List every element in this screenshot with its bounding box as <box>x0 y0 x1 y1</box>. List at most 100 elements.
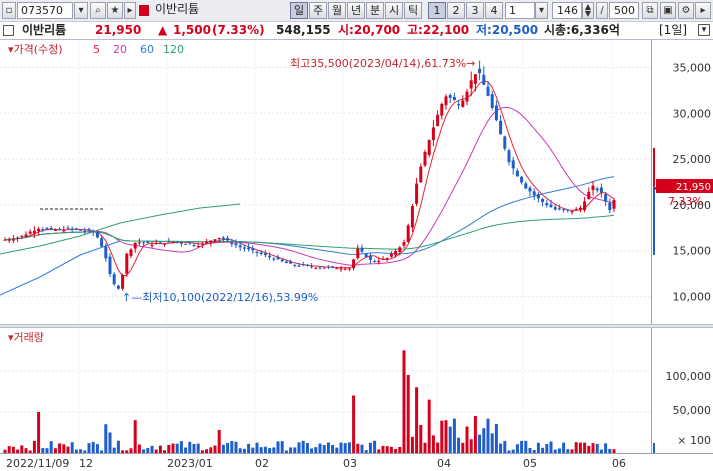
chart-menu-icon[interactable]: ▾ <box>698 24 710 36</box>
search-icon[interactable]: ⌕ <box>90 2 106 19</box>
candle-body <box>389 253 393 257</box>
volume-bar <box>121 450 125 453</box>
volume-bar <box>499 443 503 453</box>
range-input[interactable]: 500 <box>609 2 639 19</box>
candle-body <box>356 248 360 259</box>
volume-bar <box>490 433 494 453</box>
candle-body <box>37 228 41 232</box>
code-dropdown-icon[interactable]: ▾ <box>74 2 88 19</box>
volume-bar <box>116 440 120 453</box>
candle-body <box>452 96 456 101</box>
interval-3-button[interactable]: 3 <box>466 2 484 19</box>
volume-bar <box>137 444 141 453</box>
volume-bar <box>427 399 431 453</box>
period-tick-tab[interactable]: 틱 <box>404 2 422 19</box>
volume-bar <box>415 387 419 453</box>
candle-body <box>79 229 83 231</box>
candle-body <box>473 74 477 84</box>
period-minute-tab[interactable]: 분 <box>366 2 384 19</box>
count-input[interactable]: 146 <box>552 2 582 19</box>
nav-arrow-icon[interactable]: ▸ <box>124 2 136 19</box>
candle-body <box>507 150 511 163</box>
volume-bar <box>473 416 477 453</box>
candle-body <box>549 204 553 208</box>
code-type-icon[interactable]: ▫ <box>2 2 16 19</box>
volume-chart[interactable]: ▾거래량 <box>0 328 652 453</box>
volume-bar <box>541 447 545 453</box>
period-month-tab[interactable]: 월 <box>328 2 346 19</box>
period-day-tab[interactable]: 일 <box>290 2 308 19</box>
volume-bar <box>238 448 242 453</box>
volume-bar <box>158 445 162 453</box>
volume-bar <box>507 450 511 453</box>
candle-body <box>137 242 141 244</box>
more-icon[interactable]: ▸ <box>695 2 711 19</box>
candle-body <box>188 242 192 244</box>
candle-body <box>318 267 322 269</box>
favorite-star-icon[interactable]: ★ <box>107 2 123 19</box>
stock-code-input[interactable]: 073570 <box>17 2 73 19</box>
candle-body <box>545 203 549 206</box>
candle-body <box>436 114 440 127</box>
period-year-tab[interactable]: 년 <box>347 2 365 19</box>
candle-body <box>289 261 293 264</box>
volume-legend: ▾거래량 <box>8 331 44 344</box>
interval-1-button[interactable]: 1 <box>428 2 446 19</box>
volume-bar <box>578 442 582 453</box>
candle-body <box>95 232 99 238</box>
interval-2-button[interactable]: 2 <box>447 2 465 19</box>
date-label-jan: 2023/01 <box>167 457 213 470</box>
volume-bar <box>604 443 608 453</box>
period-hour-tab[interactable]: 시 <box>385 2 403 19</box>
volume-bar <box>557 448 561 453</box>
interval-4-button[interactable]: 4 <box>485 2 503 19</box>
interval-dropdown-icon[interactable]: ▾ <box>535 2 548 19</box>
volume-bar <box>520 440 524 453</box>
candle-body <box>574 208 578 210</box>
volume-bar <box>377 449 381 453</box>
price-chart[interactable]: ▾가격(수정) 5 20 60 120 최고35,500(2023/04/14)… <box>0 40 652 324</box>
candle-body <box>583 201 587 211</box>
price-legend-ma120: 120 <box>163 43 184 56</box>
volume-chart-pane[interactable]: ▾거래량 <box>0 328 652 453</box>
candle-body <box>45 228 49 230</box>
candle-body <box>175 241 179 243</box>
count-stepper-icon[interactable]: ▲ ▼ <box>582 2 594 19</box>
candle-body <box>406 225 410 243</box>
candle-body <box>230 242 234 245</box>
candle-body <box>20 235 24 237</box>
save-icon[interactable]: ▣ <box>660 2 676 19</box>
current-price-tag <box>656 179 713 193</box>
interval-input[interactable]: 1 <box>505 2 535 19</box>
info-change-pct: (7.33%) <box>212 23 265 37</box>
volume-bar <box>205 449 209 453</box>
price-chart-pane[interactable]: ▾가격(수정) 5 20 60 120 최고35,500(2023/04/14)… <box>0 40 652 324</box>
candle-body <box>259 252 263 254</box>
volume-bar <box>423 442 427 453</box>
candle-body <box>486 86 490 96</box>
period-week-tab[interactable]: 주 <box>309 2 327 19</box>
settings-gear-icon[interactable]: ⚙ <box>678 2 694 19</box>
candle-body <box>524 183 528 189</box>
volume-bar <box>549 441 553 453</box>
volume-bar <box>242 448 246 453</box>
chart-checkbox[interactable] <box>3 25 14 36</box>
new-window-icon[interactable]: ⧉ <box>642 2 658 19</box>
volume-bar <box>503 440 507 453</box>
info-open: 시:20,700 <box>338 23 401 37</box>
toolbar: ▫ 073570 ▾ ⌕ ★ ▸ 이반리튬 일 주 월 년 분 시 틱 1 2 … <box>0 0 713 22</box>
volume-bar <box>209 447 213 453</box>
volume-bar <box>154 449 158 453</box>
volume-bar <box>79 449 83 453</box>
candle-body <box>305 264 309 266</box>
date-label-may: 05 <box>523 457 537 470</box>
pane-splitter[interactable] <box>0 324 713 328</box>
volume-bar <box>494 423 498 453</box>
volume-bar <box>133 420 137 453</box>
volume-bar <box>318 443 322 453</box>
candle-body <box>469 80 473 89</box>
candle-body <box>226 237 230 241</box>
volume-bar <box>389 446 393 453</box>
volume-bar <box>394 449 398 453</box>
volume-bar <box>251 447 255 453</box>
